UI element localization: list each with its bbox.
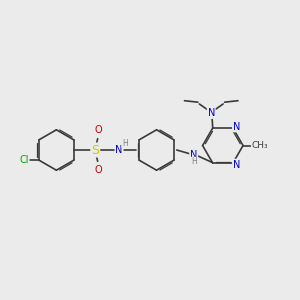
Text: N: N [208,108,215,118]
Text: H: H [122,139,128,148]
Text: Cl: Cl [19,155,29,165]
Text: N: N [233,160,240,170]
Text: CH₃: CH₃ [252,141,268,150]
Text: N: N [233,122,240,132]
Text: N: N [190,150,197,160]
Text: S: S [91,143,99,157]
Text: O: O [94,125,102,135]
Text: O: O [94,165,102,175]
Text: H: H [191,158,197,166]
Text: N: N [116,145,123,155]
